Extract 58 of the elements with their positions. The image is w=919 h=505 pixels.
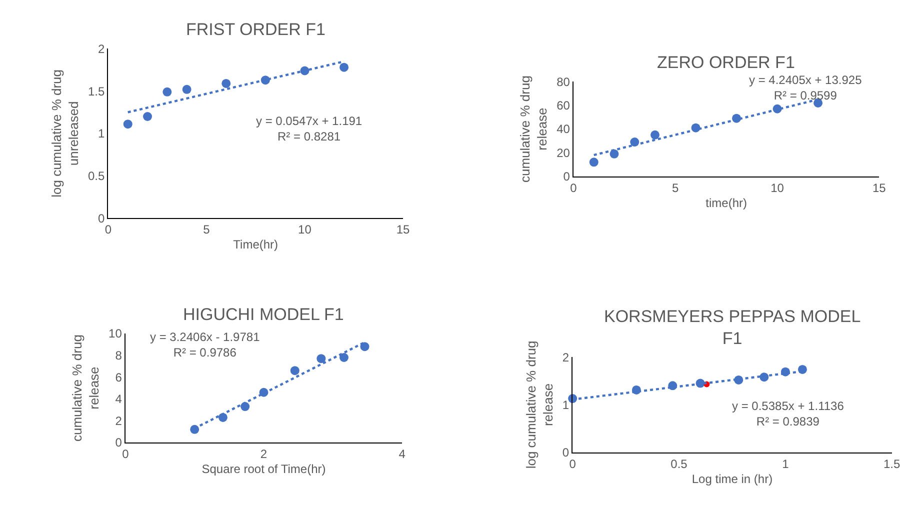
x-tick-label: 0.5 [670, 456, 688, 471]
y-tick-label: 8 [115, 348, 122, 363]
y-axis-title: cumulative % drug release [518, 76, 550, 182]
y-tick-label: 10 [108, 326, 122, 341]
y-tick-label: 1 [562, 398, 570, 412]
annotation: y = 0.0547x + 1.191 R² = 0.8281 [256, 114, 362, 144]
y-tick-label: 20 [556, 146, 570, 160]
point [123, 120, 132, 129]
y-tick-label: 0 [98, 211, 105, 226]
x-tick-label: 15 [872, 180, 886, 195]
chart-title: FRIST ORDER F1 [186, 20, 326, 39]
y-tick-label: 1 [98, 126, 105, 141]
x-tick-label: 2 [260, 447, 268, 462]
x-axis-title: Time(hr) [233, 238, 278, 252]
y-tick-label: 2 [98, 42, 105, 56]
annotation: y = 0.5385x + 1.1136 R² = 0.9839 [732, 399, 844, 429]
point [190, 424, 200, 434]
y-tick-label: 40 [556, 122, 570, 136]
y-axis-title: log cumulative % drug unreleased [49, 69, 81, 198]
annotation: y = 4.2405x + 13.925 R² = 0.9599 [749, 73, 862, 103]
x-tick-label: 1 [782, 456, 790, 471]
x-tick-label: 5 [672, 180, 680, 195]
chart-title: KORSMEYERS PEPPAS MODEL F1 [604, 307, 861, 348]
point [182, 84, 192, 94]
y-axis-title: cumulative % drug release [70, 334, 102, 442]
point [316, 354, 326, 364]
y-tick-label: 0 [115, 436, 122, 450]
y-tick-label: 60 [556, 98, 570, 113]
point [162, 87, 172, 96]
y-tick-label: 4 [115, 392, 122, 406]
point [340, 62, 349, 72]
y-tick-label: 0 [563, 170, 570, 184]
x-tick-label: 4 [398, 447, 406, 462]
y-axis-title: log cumulative % drug release [523, 340, 556, 469]
x-tick-label: 5 [203, 222, 210, 237]
annotation: y = 3.2406x - 1.9781 R² = 0.9786 [150, 330, 260, 360]
chart-title: ZERO ORDER F1 [657, 53, 795, 72]
y-tick-label: 0.5 [88, 168, 105, 183]
chart-title: HIGUCHI MODEL F1 [183, 305, 344, 324]
y-tick-label: 80 [556, 74, 570, 89]
point [222, 78, 231, 88]
point [589, 158, 598, 167]
y-tick-label: 6 [115, 370, 122, 384]
x-tick-label: 15 [396, 222, 410, 237]
y-tick-label: 2 [115, 414, 122, 428]
x-tick-label: 10 [298, 222, 312, 237]
x-tick-label: 10 [770, 180, 784, 195]
x-axis-title: Log time in (hr) [692, 472, 773, 486]
point [290, 366, 300, 376]
x-axis-title: Square root of Time(hr) [202, 462, 326, 476]
point [360, 342, 370, 352]
y-tick-label: 2 [562, 350, 570, 364]
point [143, 112, 152, 121]
x-axis-title: time(hr) [706, 196, 748, 210]
point [650, 130, 660, 140]
x-tick-label: 1.5 [884, 456, 901, 471]
point [339, 352, 348, 362]
y-tick-label: 1.5 [88, 84, 105, 98]
